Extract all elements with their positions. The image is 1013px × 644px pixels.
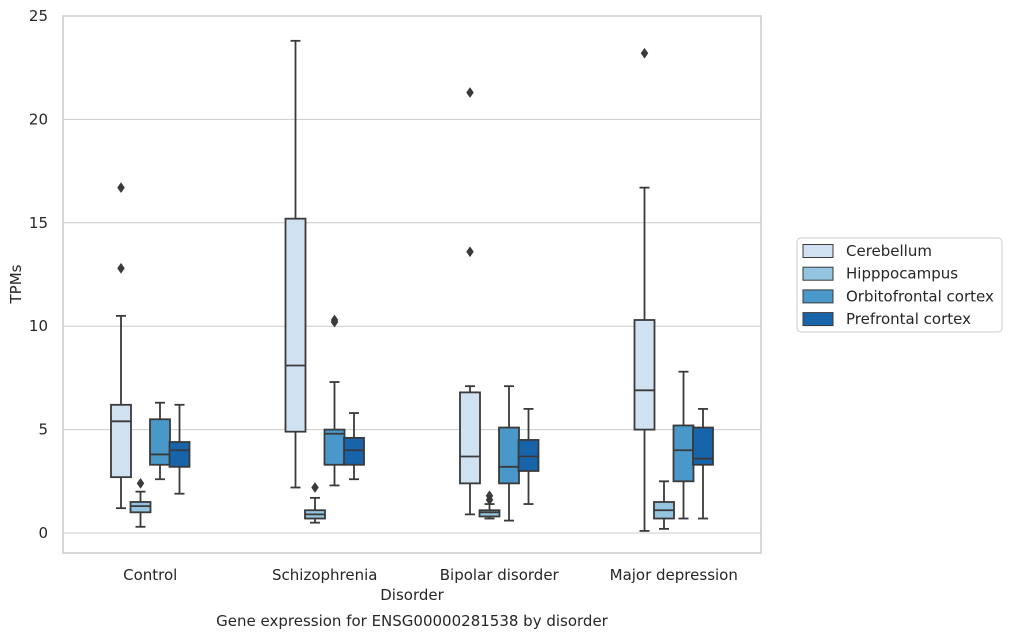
y-tick-label: 10 [29, 317, 48, 335]
box-iqr [323, 428, 346, 466]
box-plot-item [110, 182, 132, 510]
y-tick-label: 15 [29, 214, 48, 232]
box-plot-item [672, 370, 695, 520]
chart-caption: Gene expression for ENSG00000281538 by d… [216, 612, 609, 630]
legend-frame [796, 237, 1003, 333]
outlier-point [117, 182, 125, 194]
legend-items: Cerebellum Hipppocampus Orbitofrontal cort… [802, 242, 994, 328]
outlier-point [311, 482, 319, 493]
legend-label: Hipppocampus [846, 265, 958, 283]
box-iqr [478, 509, 501, 518]
box-plot-item [653, 480, 675, 530]
box-plot-item [323, 314, 346, 487]
x-tick-labels: Control Schizophrenia Bipolar disorder Majo… [123, 566, 738, 584]
legend-swatch [802, 266, 834, 281]
outlier-point [640, 47, 649, 59]
y-tick-label: 25 [29, 7, 48, 25]
box-iqr [633, 319, 656, 431]
box-iqr [110, 403, 132, 479]
box-iqr [149, 418, 171, 466]
box-plot-item [304, 482, 326, 524]
grid-layer [63, 118, 761, 534]
box-iqr [284, 217, 307, 433]
box-plot-item [478, 490, 501, 520]
outlier-point [117, 262, 125, 274]
y-tick-label: 5 [38, 421, 48, 439]
x-tick-label: Control [123, 566, 177, 584]
box-plot-item [498, 385, 520, 522]
legend-label: Cerebellum [846, 242, 932, 260]
y-axis-label: TPMs [7, 264, 25, 304]
outlier-point [136, 477, 145, 489]
x-tick-label: Bipolar disorder [440, 566, 560, 584]
legend-swatch [802, 244, 834, 258]
legend-label: Prefrontal cortex [846, 310, 971, 328]
box-plot-item [692, 408, 714, 520]
box-plot-item [517, 408, 540, 505]
box-plot-item [459, 87, 481, 516]
legend-swatch [802, 312, 834, 327]
outlier-point [330, 314, 339, 326]
box-iqr [498, 426, 520, 485]
x-axis-label: Disorder [380, 586, 444, 604]
box-iqr [692, 426, 714, 466]
box-plot-item [284, 39, 307, 489]
box-plot-item [343, 412, 365, 481]
box-plot-item [633, 47, 656, 532]
box-iqr [672, 424, 695, 483]
box-layer [110, 39, 714, 532]
box-plot-item [149, 401, 171, 481]
y-tick-label: 0 [38, 524, 48, 542]
legend-swatch [802, 289, 834, 304]
y-tick-label: 20 [29, 110, 48, 128]
outlier-point [485, 490, 494, 502]
box-plot-item [129, 477, 152, 528]
plot-frame [62, 15, 762, 554]
outlier-point [466, 246, 474, 258]
box-plot-item [168, 403, 191, 495]
y-tick-labels: 0 5 10 15 20 25 [29, 7, 48, 542]
legend-label: Orbitofrontal cortex [846, 287, 994, 305]
x-tick-label: Major depression [610, 566, 738, 584]
box-iqr [343, 436, 365, 466]
box-iqr [129, 501, 152, 514]
legend: Cerebellum Hipppocampus Orbitofrontal cort… [796, 237, 1003, 333]
box-iqr [459, 391, 481, 485]
outlier-point [466, 87, 474, 98]
x-tick-label: Schizophrenia [272, 566, 377, 584]
box-iqr [168, 441, 191, 468]
box-iqr [517, 439, 540, 472]
